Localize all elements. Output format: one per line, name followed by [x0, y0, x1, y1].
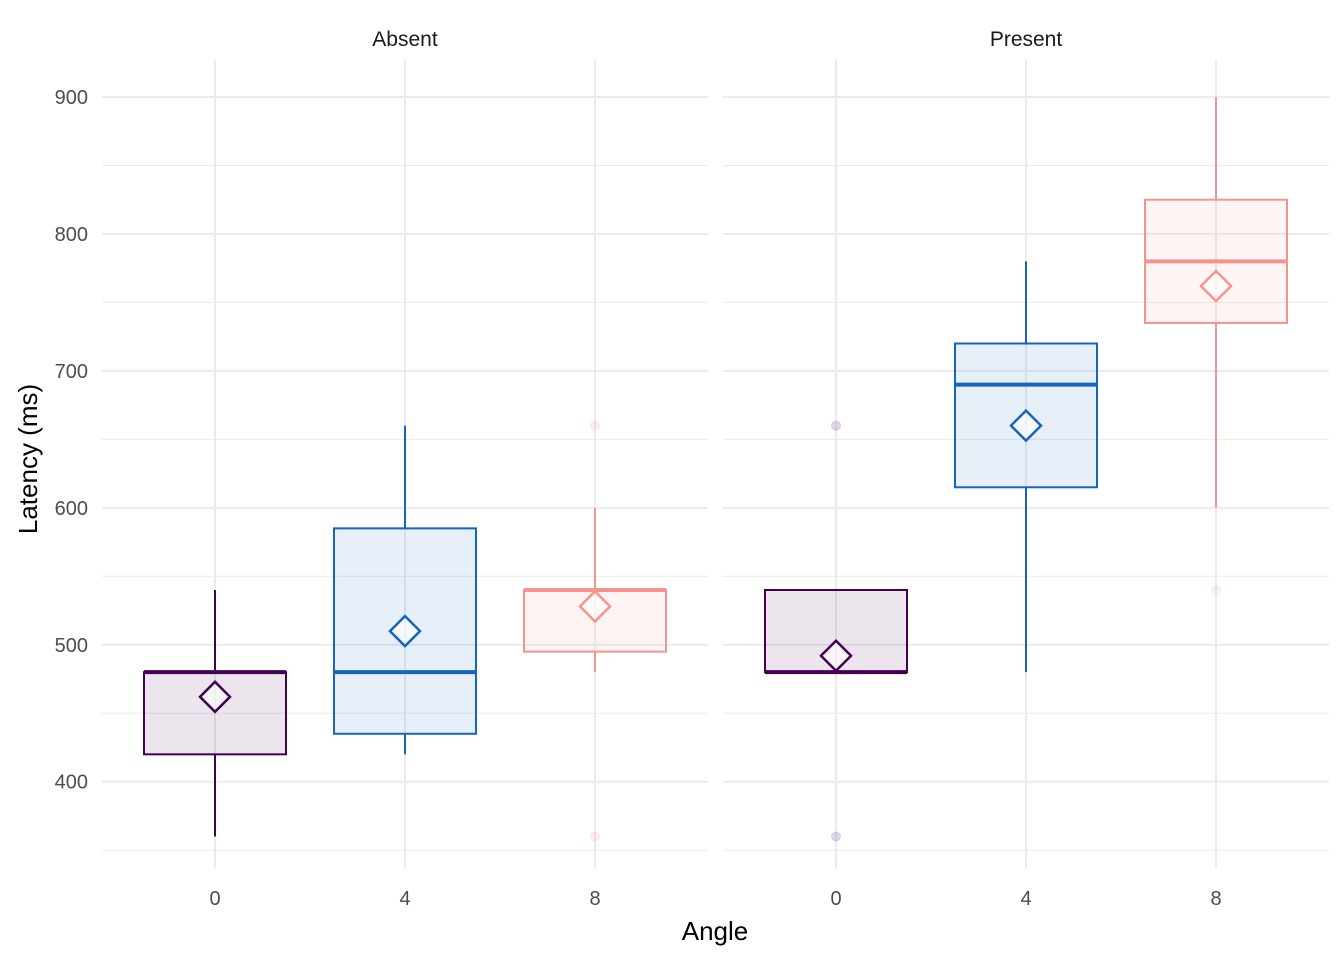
facet-label: Absent: [372, 28, 438, 51]
x-tick-label: 0: [830, 888, 841, 910]
outlier-point: [590, 831, 600, 842]
y-tick-label: 900: [55, 87, 88, 109]
x-tick-label: 4: [399, 888, 410, 910]
box-layer: [143, 96, 1288, 842]
outlier-point: [590, 420, 600, 431]
y-axis-title: Latency (ms): [13, 384, 43, 534]
outlier-point: [831, 831, 841, 842]
box-present-4: [954, 261, 1098, 673]
box-present-0: [764, 420, 908, 842]
label-layer: Absent 0 4 8 Present 0 4 8 400 500 600 700 800 900: [55, 28, 1222, 910]
mean-marker: [819, 638, 853, 673]
x-tick-label: 8: [1210, 888, 1221, 910]
x-tick-label: 0: [209, 888, 220, 910]
box-absent-0: [143, 589, 287, 837]
y-tick-label: 500: [55, 635, 88, 657]
y-tick-label: 700: [55, 361, 88, 383]
y-tick-label: 400: [55, 772, 88, 794]
y-tick-label: 600: [55, 498, 88, 520]
box-absent-4: [333, 425, 477, 755]
mean-marker: [578, 589, 612, 624]
facet-label: Present: [990, 28, 1063, 51]
outlier-point: [831, 420, 841, 431]
box-absent-8: [523, 420, 667, 842]
x-tick-label: 4: [1020, 888, 1031, 910]
mean-marker: [198, 680, 232, 714]
mean-marker: [1199, 269, 1233, 303]
box-present-8: [1144, 96, 1288, 595]
y-tick-label: 800: [55, 224, 88, 246]
mean-marker: [1009, 408, 1043, 443]
outlier-point: [1211, 584, 1221, 595]
x-axis-title: Angle: [682, 916, 749, 946]
x-tick-label: 8: [589, 888, 600, 910]
mean-marker: [388, 614, 422, 648]
